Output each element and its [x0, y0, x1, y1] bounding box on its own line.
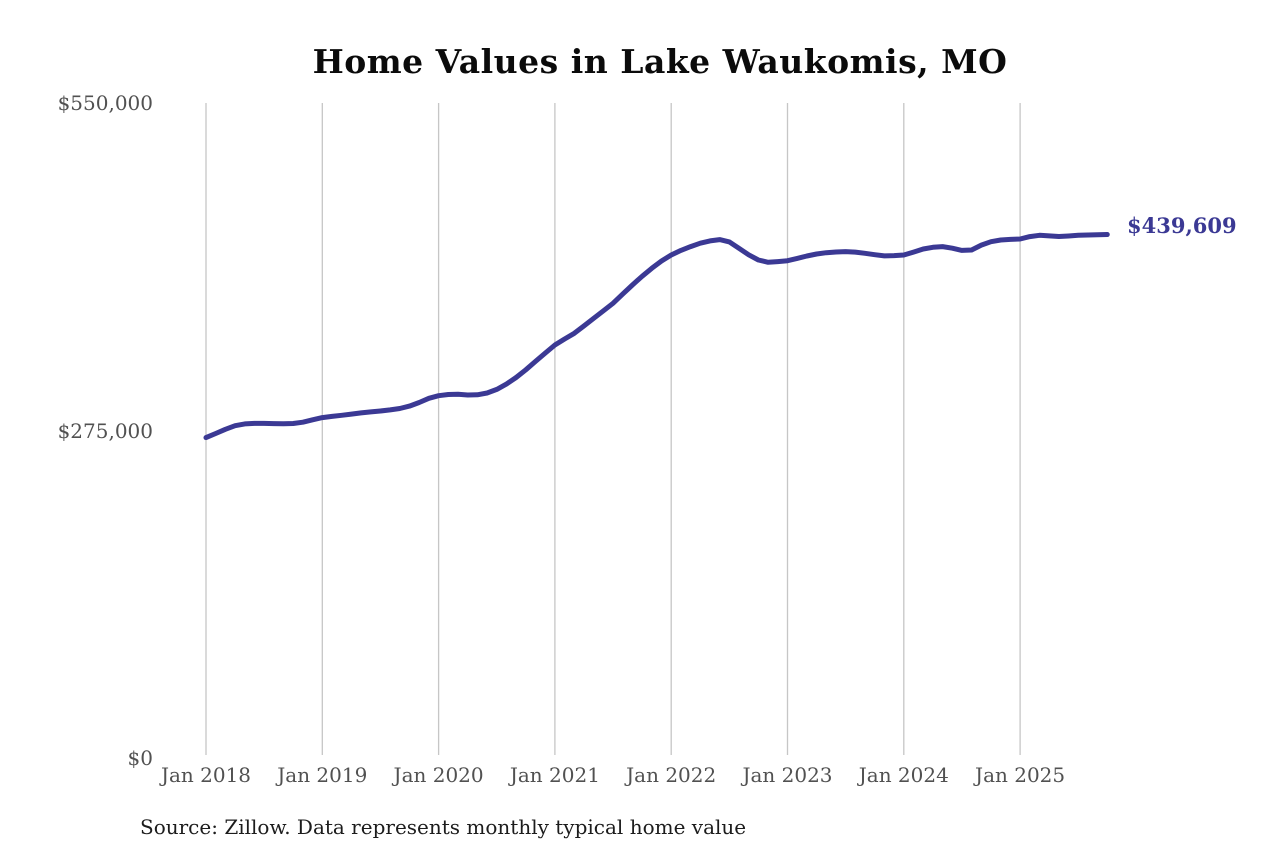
x-tick-label-jan-2025: Jan 2025 [975, 763, 1066, 787]
x-tick-label-jan-2020: Jan 2020 [393, 763, 484, 787]
x-tick-label-jan-2018: Jan 2018 [160, 763, 252, 787]
x-tick-label-jan-2022: Jan 2022 [626, 763, 717, 787]
source-note: Source: Zillow. Data represents monthly … [140, 815, 747, 839]
y-tick-label-275000: $275,000 [57, 418, 153, 443]
x-tick-label-jan-2024: Jan 2024 [858, 763, 949, 787]
latest-value-label: $439,609 [1127, 213, 1237, 238]
home-value-series-line [203, 232, 1110, 441]
y-tick-label-550000: $550,000 [57, 91, 153, 115]
x-tick-label-jan-2023: Jan 2023 [742, 763, 833, 787]
x-tick-label-jan-2019: Jan 2019 [277, 763, 368, 787]
x-tick-label-jan-2021: Jan 2021 [509, 763, 600, 787]
chart-title: Home Values in Lake Waukomis, MO [312, 42, 1008, 81]
y-tick-label-0: $0 [127, 746, 153, 770]
